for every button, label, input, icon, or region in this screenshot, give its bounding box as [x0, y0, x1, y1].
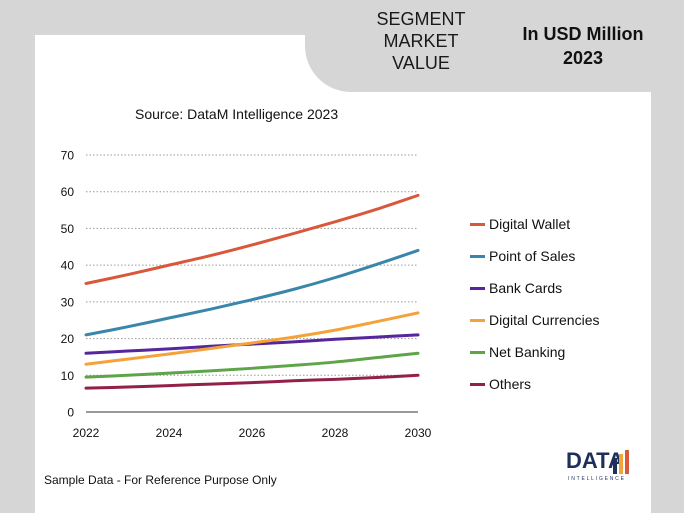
legend-label: Net Banking: [489, 344, 566, 360]
legend-swatch: [470, 286, 485, 290]
series-line-digital-wallet: [84, 193, 420, 285]
x-tick-label: 2028: [322, 426, 349, 440]
legend-item-digital-currencies: Digital Currencies: [470, 304, 599, 336]
y-tick-label: 0: [67, 406, 74, 420]
y-tick-label: 50: [61, 222, 75, 236]
legend-label: Bank Cards: [489, 280, 563, 296]
footer-note: Sample Data - For Reference Purpose Only: [44, 473, 277, 487]
x-tick-label: 2030: [405, 426, 432, 440]
header-tab: [305, 0, 684, 92]
legend-label: Digital Wallet: [489, 216, 571, 232]
unit-title-line: 2023: [562, 48, 604, 68]
segment-title-line: MARKET: [383, 31, 459, 51]
series-line-others: [84, 373, 420, 390]
y-tick-label: 20: [61, 332, 75, 346]
segment-title-line: SEGMENT: [376, 9, 466, 29]
legend-item-bank-cards: Bank Cards: [470, 272, 599, 304]
segment-market-value-title: SEGMENT MARKET VALUE: [346, 8, 496, 74]
legend-label: Point of Sales: [489, 248, 576, 264]
chart-legend: Digital Wallet Point of Sales Bank Cards Di…: [470, 208, 599, 400]
legend-label: Others: [489, 376, 532, 392]
y-tick-label: 40: [61, 259, 75, 273]
legend-item-others: Others: [470, 368, 599, 400]
unit-title-line: In USD Million: [522, 24, 644, 44]
legend-swatch: [470, 222, 485, 226]
x-tick-label: 2022: [73, 426, 100, 440]
y-tick-label: 30: [61, 295, 75, 309]
legend-swatch: [470, 254, 485, 258]
series-line-net-banking: [84, 351, 420, 379]
logo-bars-icon: [613, 450, 629, 474]
x-tick-label: 2024: [156, 426, 183, 440]
legend-swatch: [470, 318, 485, 322]
y-tick-label: 70: [61, 149, 75, 163]
legend-item-point-of-sales: Point of Sales: [470, 240, 599, 272]
logo-subtitle: INTELLIGENCE: [568, 476, 626, 482]
segment-title-line: VALUE: [392, 53, 450, 73]
datam-intelligence-logo: DATA INTELLIGENCE: [566, 448, 646, 488]
legend-item-net-banking: Net Banking: [470, 336, 599, 368]
legend-swatch: [470, 350, 485, 354]
series-line-point-of-sales: [84, 248, 420, 337]
unit-title: In USD Million 2023: [500, 22, 666, 70]
legend-item-digital-wallet: Digital Wallet: [470, 208, 599, 240]
legend-label: Digital Currencies: [489, 312, 600, 328]
y-tick-label: 60: [61, 185, 75, 199]
y-tick-label: 10: [61, 369, 75, 383]
series-line-digital-currencies: [84, 311, 420, 366]
chart-source: Source: DataM Intelligence 2023: [135, 106, 339, 122]
legend-swatch: [470, 382, 485, 386]
x-tick-label: 2026: [239, 426, 266, 440]
